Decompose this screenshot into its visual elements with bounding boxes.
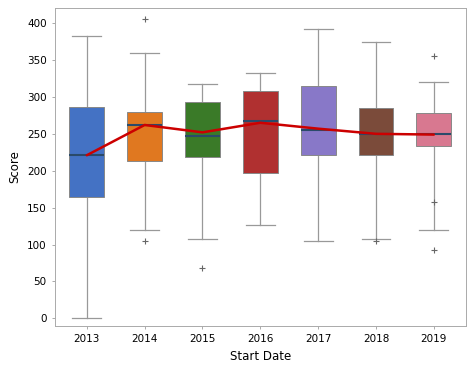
Bar bbox=[69, 106, 104, 197]
Bar bbox=[185, 102, 220, 157]
Y-axis label: Score: Score bbox=[9, 151, 21, 184]
Bar bbox=[243, 91, 278, 173]
Bar bbox=[359, 108, 393, 154]
Bar bbox=[128, 112, 162, 161]
Bar bbox=[417, 113, 451, 147]
X-axis label: Start Date: Start Date bbox=[230, 349, 291, 363]
Bar bbox=[301, 86, 336, 154]
